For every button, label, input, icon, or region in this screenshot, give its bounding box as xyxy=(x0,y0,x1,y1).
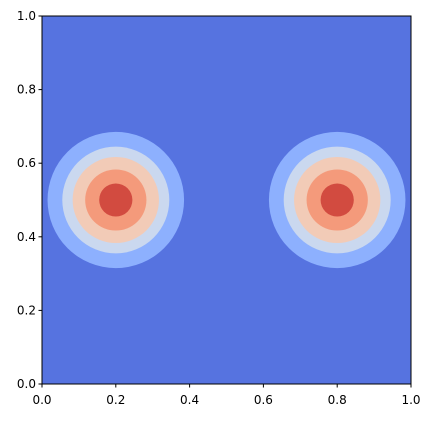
y-tick-label: 0.8 xyxy=(17,83,36,97)
contour-level xyxy=(99,183,133,217)
y-tick-label: 1.0 xyxy=(17,9,36,23)
contour-level xyxy=(320,183,354,217)
x-tick-label: 0.8 xyxy=(328,393,347,407)
plot-frame xyxy=(41,15,412,385)
y-tick-label: 0.0 xyxy=(17,377,36,391)
x-tick-label: 0.0 xyxy=(32,393,51,407)
y-tick-label: 0.2 xyxy=(17,303,36,317)
y-tick-label: 0.4 xyxy=(17,230,36,244)
y-tick-label: 0.6 xyxy=(17,156,36,170)
x-tick-label: 0.4 xyxy=(180,393,199,407)
x-tick-label: 0.6 xyxy=(254,393,273,407)
x-tick-label: 1.0 xyxy=(401,393,420,407)
x-tick-label: 0.2 xyxy=(106,393,125,407)
